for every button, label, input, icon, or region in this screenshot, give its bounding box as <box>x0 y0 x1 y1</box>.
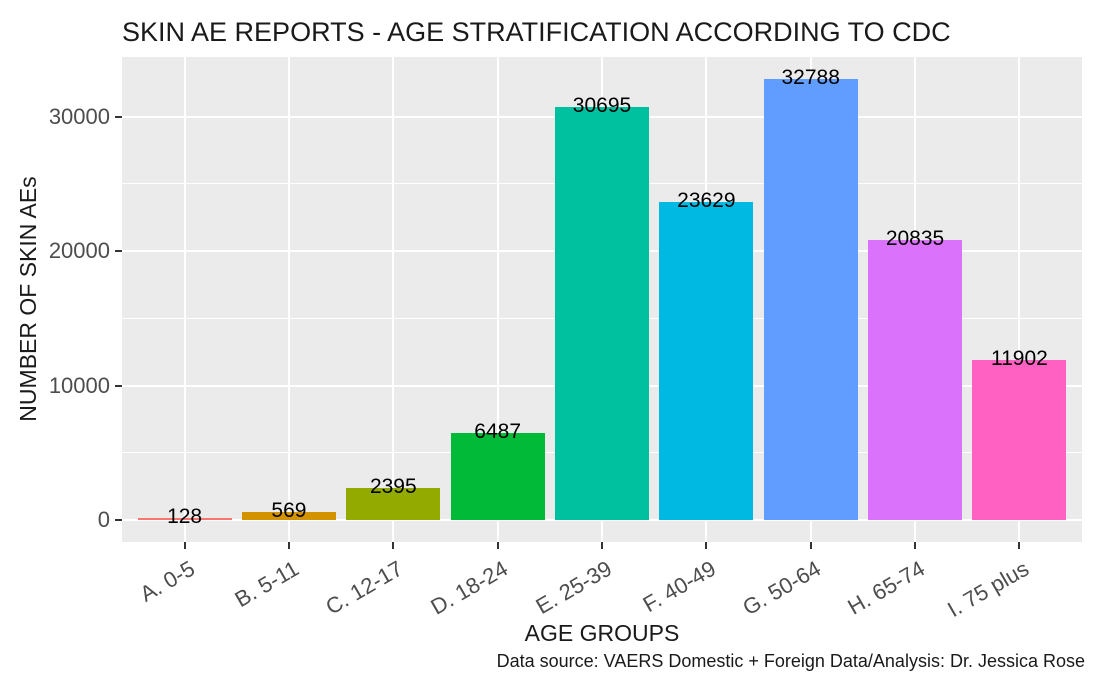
bar-G <box>763 79 858 520</box>
major-gridline <box>287 57 290 542</box>
x-tick-mark <box>601 542 603 549</box>
bar-value-label: 20835 <box>885 226 945 250</box>
y-tick-label: 20000 <box>48 238 110 264</box>
bar-value-label: 32788 <box>781 66 840 90</box>
y-tick-mark <box>115 519 122 521</box>
y-tick-label: 30000 <box>48 103 110 129</box>
x-tick-mark <box>287 542 290 549</box>
plot-panel: 128 569 2395 6487 30695 23629 32788 20835 11902 <box>122 57 1082 542</box>
bar-A <box>137 518 232 520</box>
x-tick-mark <box>392 542 395 549</box>
y-tick-label: 0 <box>97 507 110 532</box>
y-tick-mark <box>115 115 122 118</box>
y-tick-label: 10000 <box>48 372 110 398</box>
data-source-caption: Data source: VAERS Domestic + Foreign Da… <box>496 651 1085 671</box>
major-gridline <box>1018 57 1021 542</box>
bar-value-label: 23629 <box>677 189 736 213</box>
bar-H <box>868 239 962 520</box>
bar-B <box>242 512 336 520</box>
x-tick-mark <box>1018 542 1021 549</box>
bar-value-label: 30695 <box>572 94 632 118</box>
x-tick-mark <box>705 542 708 549</box>
bar-E <box>555 107 649 520</box>
x-tick-mark <box>183 542 186 549</box>
bar-value-label: 6487 <box>474 419 521 443</box>
x-tick-mark <box>809 542 812 549</box>
major-gridline <box>183 57 186 542</box>
bar-I <box>972 359 1067 520</box>
bar-value-label: 569 <box>271 499 307 523</box>
major-gridline <box>496 57 499 542</box>
major-gridline <box>392 57 395 542</box>
chart-title: SKIN AE REPORTS - AGE STRATIFICATION ACC… <box>122 17 951 47</box>
bar-F <box>659 202 754 520</box>
x-axis-title: AGE GROUPS <box>524 620 680 646</box>
y-tick-mark <box>115 384 122 387</box>
y-tick-mark <box>115 250 122 253</box>
bar-D <box>450 432 545 520</box>
x-tick-mark <box>496 542 499 549</box>
bar-value-label: 128 <box>167 505 203 528</box>
x-tick-mark <box>914 542 917 549</box>
x-tick-label: A. 0-5 <box>135 555 199 607</box>
bar-value-label: 2395 <box>369 474 417 498</box>
bar-C <box>346 487 441 520</box>
bar-value-label: 11902 <box>990 346 1048 370</box>
y-axis-title: NUMBER OF SKIN AEs <box>15 176 41 422</box>
